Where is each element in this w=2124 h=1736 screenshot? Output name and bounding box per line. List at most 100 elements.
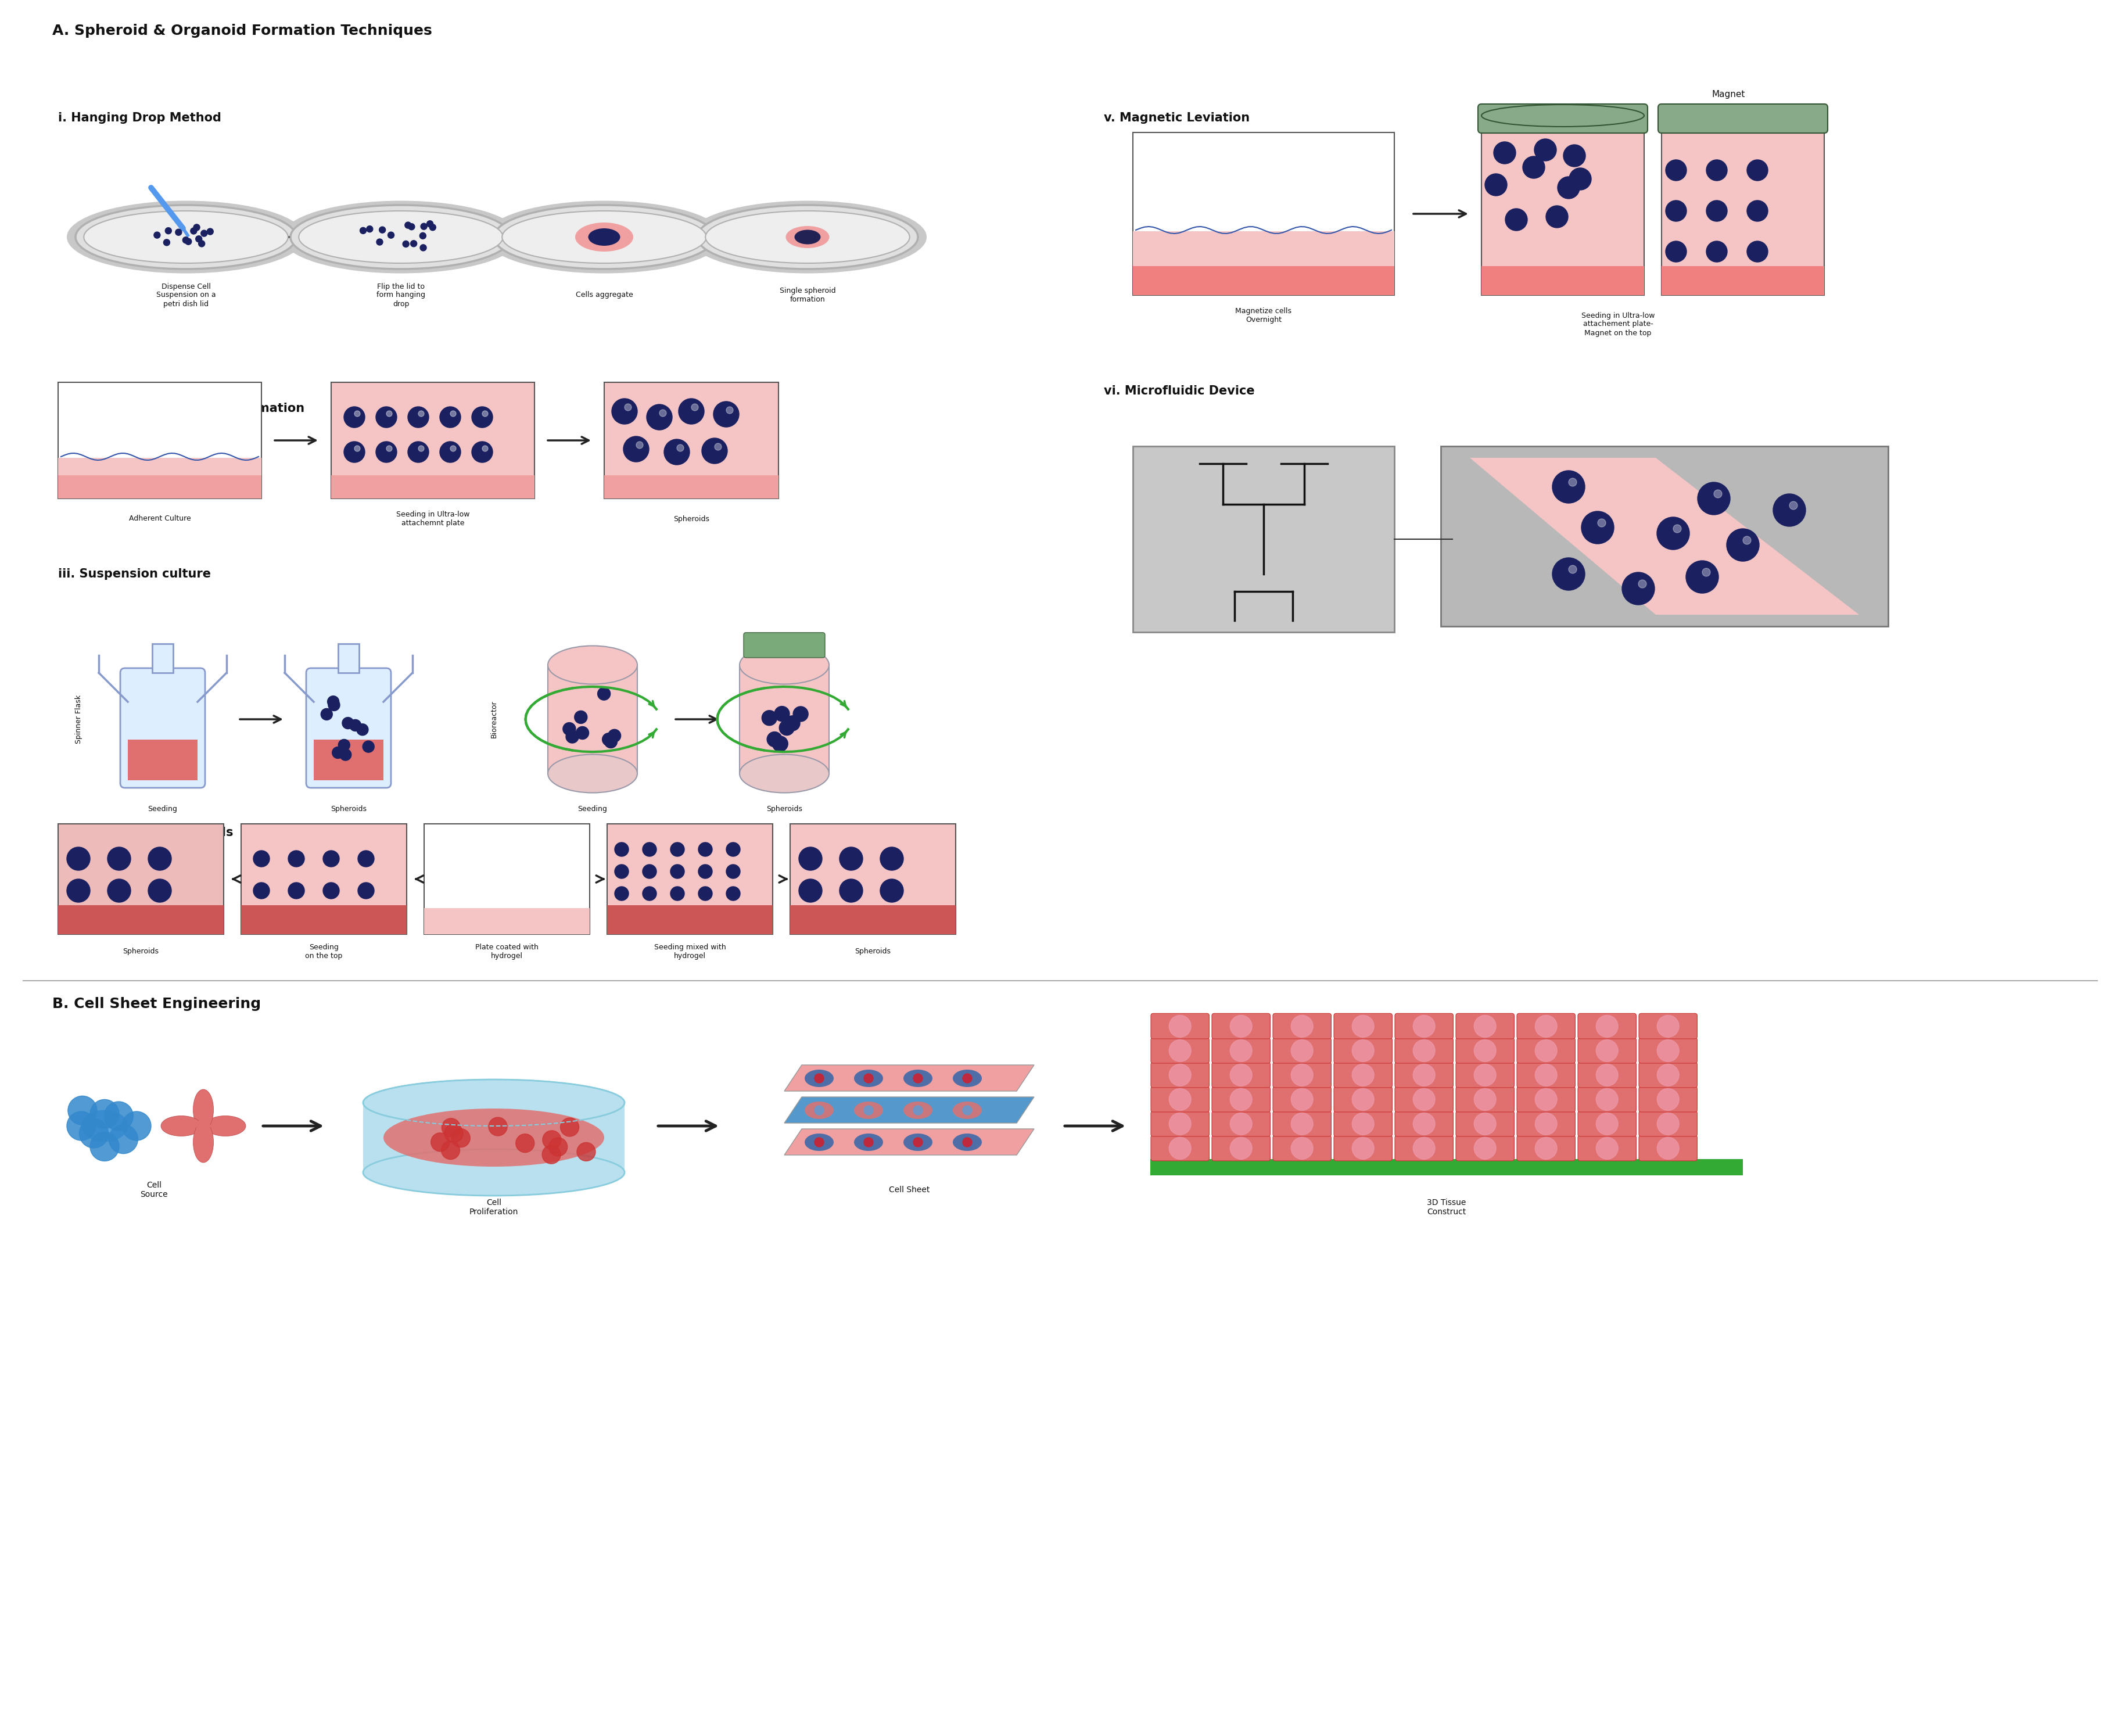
Circle shape bbox=[1536, 1137, 1557, 1160]
Circle shape bbox=[780, 720, 794, 736]
Circle shape bbox=[321, 708, 333, 720]
Circle shape bbox=[389, 233, 395, 238]
Circle shape bbox=[408, 224, 414, 229]
Circle shape bbox=[367, 226, 374, 233]
Ellipse shape bbox=[1480, 104, 1644, 127]
Circle shape bbox=[665, 439, 690, 465]
Text: Spheroids: Spheroids bbox=[123, 948, 159, 955]
Circle shape bbox=[108, 847, 132, 870]
FancyBboxPatch shape bbox=[1395, 1038, 1453, 1062]
Circle shape bbox=[183, 236, 189, 243]
Circle shape bbox=[1291, 1040, 1313, 1062]
FancyBboxPatch shape bbox=[1455, 1014, 1514, 1038]
Circle shape bbox=[149, 878, 172, 903]
FancyBboxPatch shape bbox=[306, 668, 391, 788]
Circle shape bbox=[380, 227, 387, 233]
Text: A. Spheroid & Organoid Formation Techniques: A. Spheroid & Organoid Formation Techniq… bbox=[53, 24, 431, 38]
Text: iv. Scaffold-based models: iv. Scaffold-based models bbox=[57, 826, 234, 838]
FancyBboxPatch shape bbox=[1395, 1087, 1453, 1113]
Circle shape bbox=[962, 1137, 973, 1147]
FancyBboxPatch shape bbox=[1517, 1135, 1576, 1161]
Circle shape bbox=[678, 444, 684, 451]
Circle shape bbox=[1412, 1016, 1436, 1036]
FancyBboxPatch shape bbox=[1334, 1038, 1391, 1062]
Circle shape bbox=[962, 1106, 973, 1115]
FancyBboxPatch shape bbox=[743, 632, 824, 658]
FancyBboxPatch shape bbox=[1151, 1062, 1209, 1088]
Text: Spheroids: Spheroids bbox=[673, 516, 709, 523]
Circle shape bbox=[1412, 1064, 1436, 1087]
Circle shape bbox=[1168, 1113, 1192, 1135]
Circle shape bbox=[357, 724, 367, 736]
Circle shape bbox=[726, 887, 739, 901]
Ellipse shape bbox=[805, 1069, 835, 1087]
Circle shape bbox=[195, 236, 202, 241]
Circle shape bbox=[1595, 1113, 1618, 1135]
Circle shape bbox=[323, 882, 340, 899]
Circle shape bbox=[1353, 1137, 1374, 1160]
Circle shape bbox=[108, 1125, 138, 1154]
Circle shape bbox=[429, 224, 435, 231]
Text: Spheroids: Spheroids bbox=[331, 806, 367, 812]
Circle shape bbox=[624, 404, 631, 411]
Circle shape bbox=[1557, 177, 1580, 198]
Circle shape bbox=[66, 1111, 96, 1141]
Circle shape bbox=[342, 717, 355, 729]
Polygon shape bbox=[1470, 458, 1657, 615]
FancyBboxPatch shape bbox=[121, 668, 206, 788]
FancyBboxPatch shape bbox=[331, 382, 535, 498]
Circle shape bbox=[1353, 1088, 1374, 1111]
FancyBboxPatch shape bbox=[1455, 1111, 1514, 1137]
Text: Spheroids: Spheroids bbox=[767, 806, 803, 812]
Ellipse shape bbox=[854, 1102, 884, 1120]
Ellipse shape bbox=[193, 1090, 215, 1130]
Circle shape bbox=[406, 222, 412, 229]
Circle shape bbox=[198, 241, 204, 247]
FancyBboxPatch shape bbox=[331, 476, 535, 498]
FancyBboxPatch shape bbox=[739, 665, 828, 774]
FancyBboxPatch shape bbox=[603, 476, 780, 498]
Circle shape bbox=[671, 887, 684, 901]
FancyBboxPatch shape bbox=[1640, 1111, 1697, 1137]
Circle shape bbox=[690, 404, 699, 411]
Circle shape bbox=[763, 710, 777, 726]
FancyBboxPatch shape bbox=[57, 382, 261, 498]
Ellipse shape bbox=[81, 1109, 127, 1142]
Ellipse shape bbox=[697, 205, 918, 269]
Circle shape bbox=[614, 865, 629, 878]
Circle shape bbox=[418, 446, 425, 451]
Circle shape bbox=[450, 411, 457, 417]
Circle shape bbox=[253, 851, 270, 866]
Ellipse shape bbox=[548, 646, 637, 684]
Text: Seeding
on the top: Seeding on the top bbox=[306, 944, 342, 960]
Circle shape bbox=[799, 847, 822, 870]
Circle shape bbox=[1474, 1113, 1495, 1135]
Circle shape bbox=[363, 741, 374, 752]
Circle shape bbox=[1595, 1137, 1618, 1160]
Text: Spheroid: Spheroid bbox=[1816, 455, 1848, 462]
Text: Dispense Cell
Suspension on a
petri dish lid: Dispense Cell Suspension on a petri dish… bbox=[155, 283, 217, 307]
Circle shape bbox=[1474, 1016, 1495, 1036]
Text: iii. Suspension culture: iii. Suspension culture bbox=[57, 568, 210, 580]
Circle shape bbox=[1638, 580, 1646, 589]
FancyBboxPatch shape bbox=[1213, 1014, 1270, 1038]
Text: Bioreactor: Bioreactor bbox=[491, 700, 497, 738]
Circle shape bbox=[786, 715, 801, 731]
Circle shape bbox=[1291, 1016, 1313, 1036]
Circle shape bbox=[714, 401, 739, 427]
FancyBboxPatch shape bbox=[1213, 1062, 1270, 1088]
FancyBboxPatch shape bbox=[1661, 266, 1825, 295]
Circle shape bbox=[839, 847, 862, 870]
Circle shape bbox=[472, 406, 493, 427]
Circle shape bbox=[1412, 1040, 1436, 1062]
FancyBboxPatch shape bbox=[338, 644, 359, 674]
Circle shape bbox=[605, 736, 618, 748]
FancyBboxPatch shape bbox=[57, 458, 261, 498]
Circle shape bbox=[1706, 160, 1727, 181]
Circle shape bbox=[444, 1123, 463, 1142]
Circle shape bbox=[1595, 1040, 1618, 1062]
Ellipse shape bbox=[83, 210, 289, 264]
Circle shape bbox=[1168, 1088, 1192, 1111]
Circle shape bbox=[726, 406, 733, 413]
FancyBboxPatch shape bbox=[1272, 1087, 1332, 1113]
